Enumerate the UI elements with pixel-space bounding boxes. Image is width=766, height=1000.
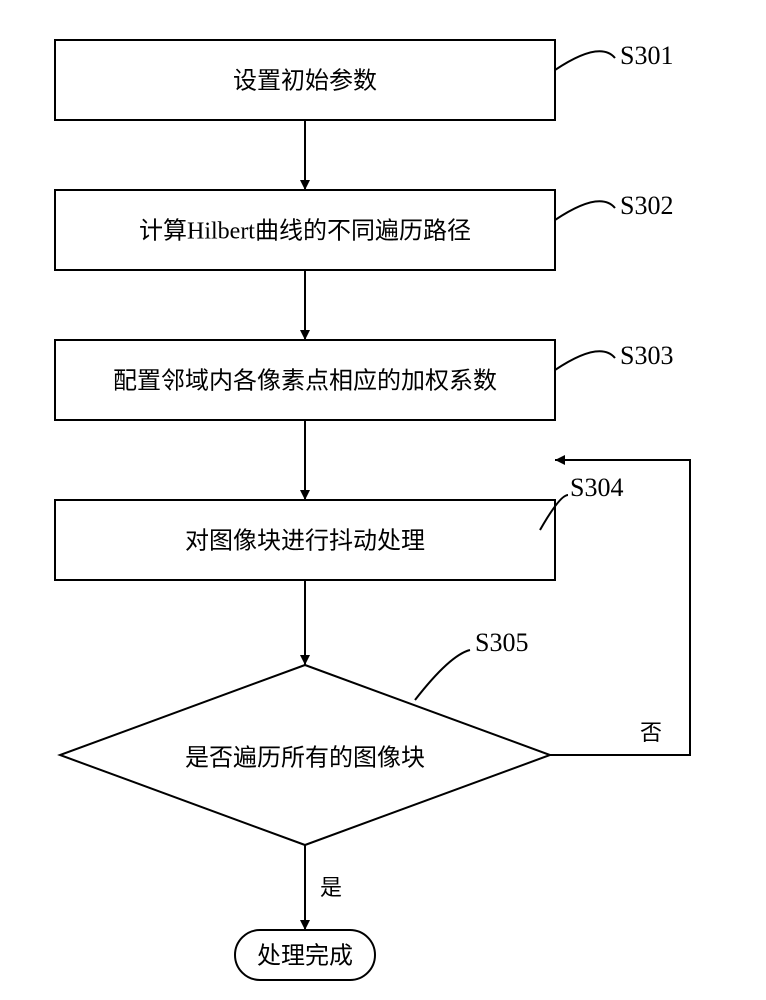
- node-end: 处理完成: [235, 930, 375, 980]
- edge-no-label: 否: [640, 720, 662, 745]
- node-end-text: 处理完成: [257, 943, 353, 970]
- label-s302: S302: [620, 191, 673, 220]
- flowchart-canvas: 设置初始参数 S301 计算Hilbert曲线的不同遍历路径 S302 配置邻域…: [0, 0, 766, 1000]
- node-s301-text: 设置初始参数: [233, 68, 377, 95]
- node-s303: 配置邻域内各像素点相应的加权系数 S303: [55, 340, 673, 420]
- edge-yes-label: 是: [320, 875, 342, 900]
- callout-s303: [555, 351, 615, 370]
- edge-no: [550, 460, 690, 755]
- callout-s305: [415, 650, 470, 700]
- node-s301: 设置初始参数 S301: [55, 40, 673, 120]
- node-s304-text: 对图像块进行抖动处理: [185, 528, 425, 555]
- node-s304: 对图像块进行抖动处理 S304: [55, 473, 623, 580]
- label-s304: S304: [570, 473, 623, 502]
- node-s303-text: 配置邻域内各像素点相应的加权系数: [113, 368, 497, 395]
- label-s301: S301: [620, 41, 673, 70]
- node-s305-text: 是否遍历所有的图像块: [185, 745, 425, 772]
- label-s303: S303: [620, 341, 673, 370]
- label-s305: S305: [475, 628, 528, 657]
- callout-s302: [555, 201, 615, 220]
- callout-s301: [555, 51, 615, 70]
- node-s302: 计算Hilbert曲线的不同遍历路径 S302: [55, 190, 673, 270]
- node-s302-text: 计算Hilbert曲线的不同遍历路径: [139, 218, 471, 245]
